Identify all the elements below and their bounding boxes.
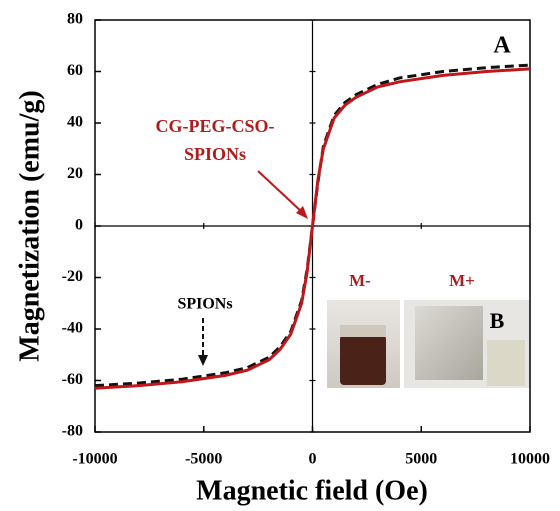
y-tick-label: 20 <box>67 165 83 182</box>
annotation: CG-PEG-CSO- <box>156 116 275 136</box>
beaker <box>340 335 386 385</box>
y-tick-label: 40 <box>67 114 83 131</box>
panel-label: B <box>490 308 505 333</box>
series-line <box>94 67 531 390</box>
magnet <box>415 306 483 380</box>
y-tick-label: -40 <box>62 320 83 337</box>
x-tick-label: 5000 <box>405 451 437 468</box>
annotation: SPIONs <box>177 296 232 313</box>
y-tick-label: -80 <box>62 423 83 440</box>
y-axis-title: Magnetization (emu/g) <box>14 90 45 361</box>
beaker-top <box>340 325 386 337</box>
arrow-head <box>198 355 208 366</box>
y-tick-label: 60 <box>67 62 83 79</box>
arrow <box>257 170 304 214</box>
y-tick-label: -20 <box>62 268 83 285</box>
x-tick-label: 0 <box>309 451 317 468</box>
y-tick-label: 0 <box>75 217 83 234</box>
y-tick-label: 80 <box>67 11 83 28</box>
x-axis-title: Magnetic field (Oe) <box>196 475 428 506</box>
y-tick-label: -60 <box>62 371 83 388</box>
arrow-head <box>296 206 308 219</box>
inset-label: M- <box>349 271 371 290</box>
x-tick-label: -5000 <box>185 451 222 468</box>
vial <box>487 340 525 386</box>
inset-label: M+ <box>449 271 475 290</box>
inset-photos <box>327 300 530 388</box>
annotation: SPIONs <box>184 144 246 164</box>
x-tick-label: -10000 <box>72 451 117 468</box>
panel-label: A <box>493 33 511 59</box>
x-tick-label: 10000 <box>510 451 550 468</box>
